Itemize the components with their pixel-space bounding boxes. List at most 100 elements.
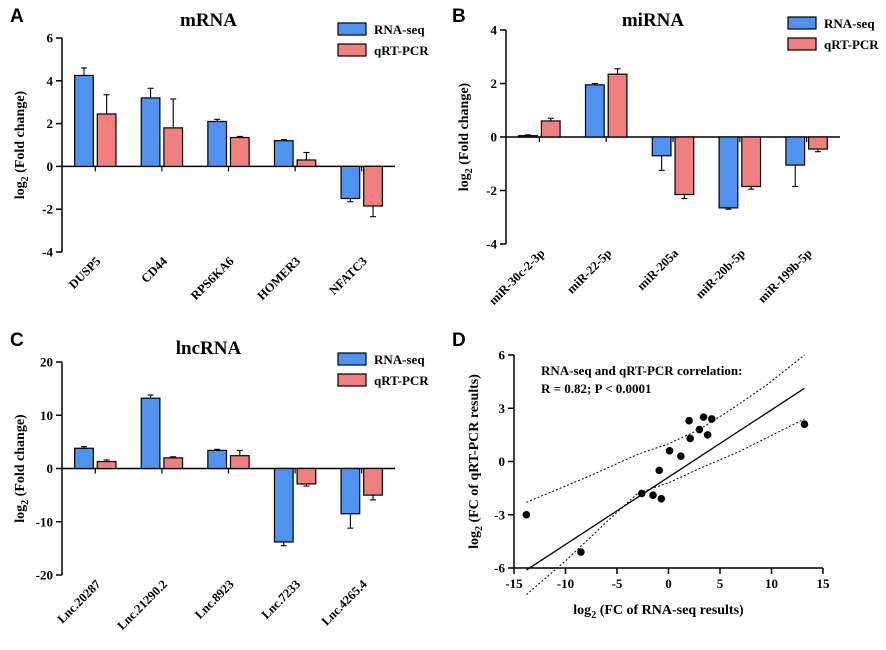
x-tick-label: miR-199b-5p (755, 246, 815, 306)
legend-label-rna-seq: RNA-seq (824, 16, 875, 31)
data-point (522, 510, 531, 519)
x-tick-label: Lnc.4265.4 (319, 577, 371, 629)
y-tick-label: 2 (491, 76, 498, 91)
y-axis-label: log2 (Fold change) (13, 90, 31, 199)
legend-swatch-qrt-pcr (337, 373, 367, 387)
data-point (637, 489, 646, 498)
y-tick-label: 0 (499, 454, 506, 469)
bar-rna-seq-Lnc.8923 (207, 449, 228, 470)
bar-qrt-pcr-Lnc.8923 (229, 455, 250, 470)
y-axis-label: log2 (Fold change) (13, 414, 31, 523)
x-tick-label: 5 (717, 576, 724, 591)
panel-letter: B (452, 6, 466, 27)
x-tick-label: DUSP5 (66, 254, 103, 291)
y-tick-label: 3 (499, 401, 506, 416)
legend-label-qrt-pcr: qRT-PCR (824, 37, 879, 52)
legend-label-rna-seq: RNA-seq (374, 352, 425, 367)
legend-swatch-rna-seq (787, 16, 817, 30)
bar-qrt-pcr-CD44 (163, 127, 184, 167)
data-point (686, 434, 694, 443)
bar-rna-seq-Lnc.4265.4 (340, 467, 361, 515)
x-tick-label: miR-20b-5p (693, 246, 748, 301)
bar-rna-seq-HOMER3 (273, 140, 294, 168)
data-point (699, 413, 708, 421)
data-point (655, 466, 664, 475)
y-tick-label: 0 (47, 461, 54, 476)
bar-rna-seq-miR-205a (651, 136, 672, 157)
data-point (577, 548, 585, 556)
panel-letter: C (10, 330, 24, 351)
y-tick-label: -20 (36, 568, 53, 583)
bar-qrt-pcr-Lnc.20287 (96, 460, 117, 470)
x-tick-label: CD44 (139, 254, 171, 286)
regression-line (526, 387, 805, 571)
data-point (703, 431, 712, 439)
y-tick-label: 0 (491, 130, 498, 145)
bar-qrt-pcr-NFATC3 (363, 165, 383, 207)
legend-label-rna-seq: RNA-seq (374, 22, 425, 37)
bar-qrt-pcr-miR-205a (674, 136, 695, 196)
panel-letter: A (10, 6, 24, 27)
y-tick-label: 4 (491, 23, 498, 38)
chart-title: lncRNA (176, 338, 242, 359)
y-tick-label: 4 (47, 73, 54, 88)
bar-rna-seq-NFATC3 (340, 165, 361, 200)
y-tick-label: 20 (40, 355, 53, 370)
bar-rna-seq-miR-199b-5p (785, 136, 806, 166)
x-tick-label: HOMER3 (255, 254, 304, 303)
x-tick-label: 0 (665, 576, 672, 591)
panel-letter: D (452, 330, 466, 351)
bar-qrt-pcr-miR-199b-5p (807, 136, 828, 150)
legend-swatch-rna-seq (337, 352, 367, 366)
y-tick-label: -2 (486, 183, 497, 198)
bar-qrt-pcr-HOMER3 (296, 159, 317, 167)
bar-rna-seq-Lnc.20287 (74, 447, 94, 470)
data-point (665, 447, 674, 455)
bar-rna-seq-miR-22-5p (584, 84, 605, 138)
bar-rna-seq-miR-20b-5p (718, 136, 739, 209)
confidence-band-lower (526, 418, 805, 595)
x-tick-label: -10 (557, 576, 574, 591)
y-tick-label: -10 (36, 514, 53, 529)
chart-title: miRNA (622, 10, 685, 31)
correlation-annotation-line2: R = 0.82; P < 0.0001 (541, 381, 652, 396)
x-tick-label: 15 (817, 576, 831, 591)
y-tick-label: 0 (47, 159, 54, 174)
bar-rna-seq-DUSP5 (74, 74, 94, 167)
legend-swatch-rna-seq (337, 22, 367, 36)
x-tick-label: Lnc.8923 (192, 577, 237, 622)
y-tick-label: -2 (42, 202, 53, 217)
legend-swatch-qrt-pcr (787, 37, 817, 51)
data-point (800, 420, 809, 429)
bar-rna-seq-CD44 (140, 97, 161, 168)
y-axis-label: log2 (Fold change) (457, 82, 475, 191)
legend-label-qrt-pcr: qRT-PCR (374, 373, 429, 388)
y-tick-label: 10 (40, 408, 53, 423)
x-axis-label: log2 (FC of RNA-seq results) (573, 603, 744, 621)
data-point (649, 491, 657, 500)
chart-title: mRNA (180, 10, 237, 31)
x-tick-label: miR-30c-2-3p (486, 246, 547, 307)
x-tick-label: -5 (612, 576, 623, 591)
bar-rna-seq-RPS6KA6 (207, 120, 228, 167)
bar-qrt-pcr-Lnc.4265.4 (363, 467, 383, 496)
bar-qrt-pcr-miR-30c-2-3p (540, 120, 561, 138)
bar-rna-seq-miR-30c-2-3p (518, 135, 538, 138)
data-point (677, 452, 685, 460)
bar-rna-seq-Lnc.21290.2 (140, 397, 161, 470)
data-point (695, 425, 704, 434)
x-tick-label: Lnc.20287 (54, 577, 103, 626)
y-tick-label: -4 (42, 245, 53, 260)
x-tick-label: miR-22-5p (564, 246, 614, 296)
legend-swatch-qrt-pcr (337, 43, 367, 57)
bar-qrt-pcr-RPS6KA6 (229, 136, 250, 167)
data-point (707, 415, 716, 423)
panel-d: D -6 -3 0 3 6 -15 -10 -5 0 5 10 15 RNA-seq and qRT-PC… (452, 330, 830, 621)
y-tick-label: 2 (47, 116, 54, 131)
legend-label-qrt-pcr: qRT-PCR (374, 43, 429, 58)
y-tick-label: -3 (494, 507, 505, 522)
